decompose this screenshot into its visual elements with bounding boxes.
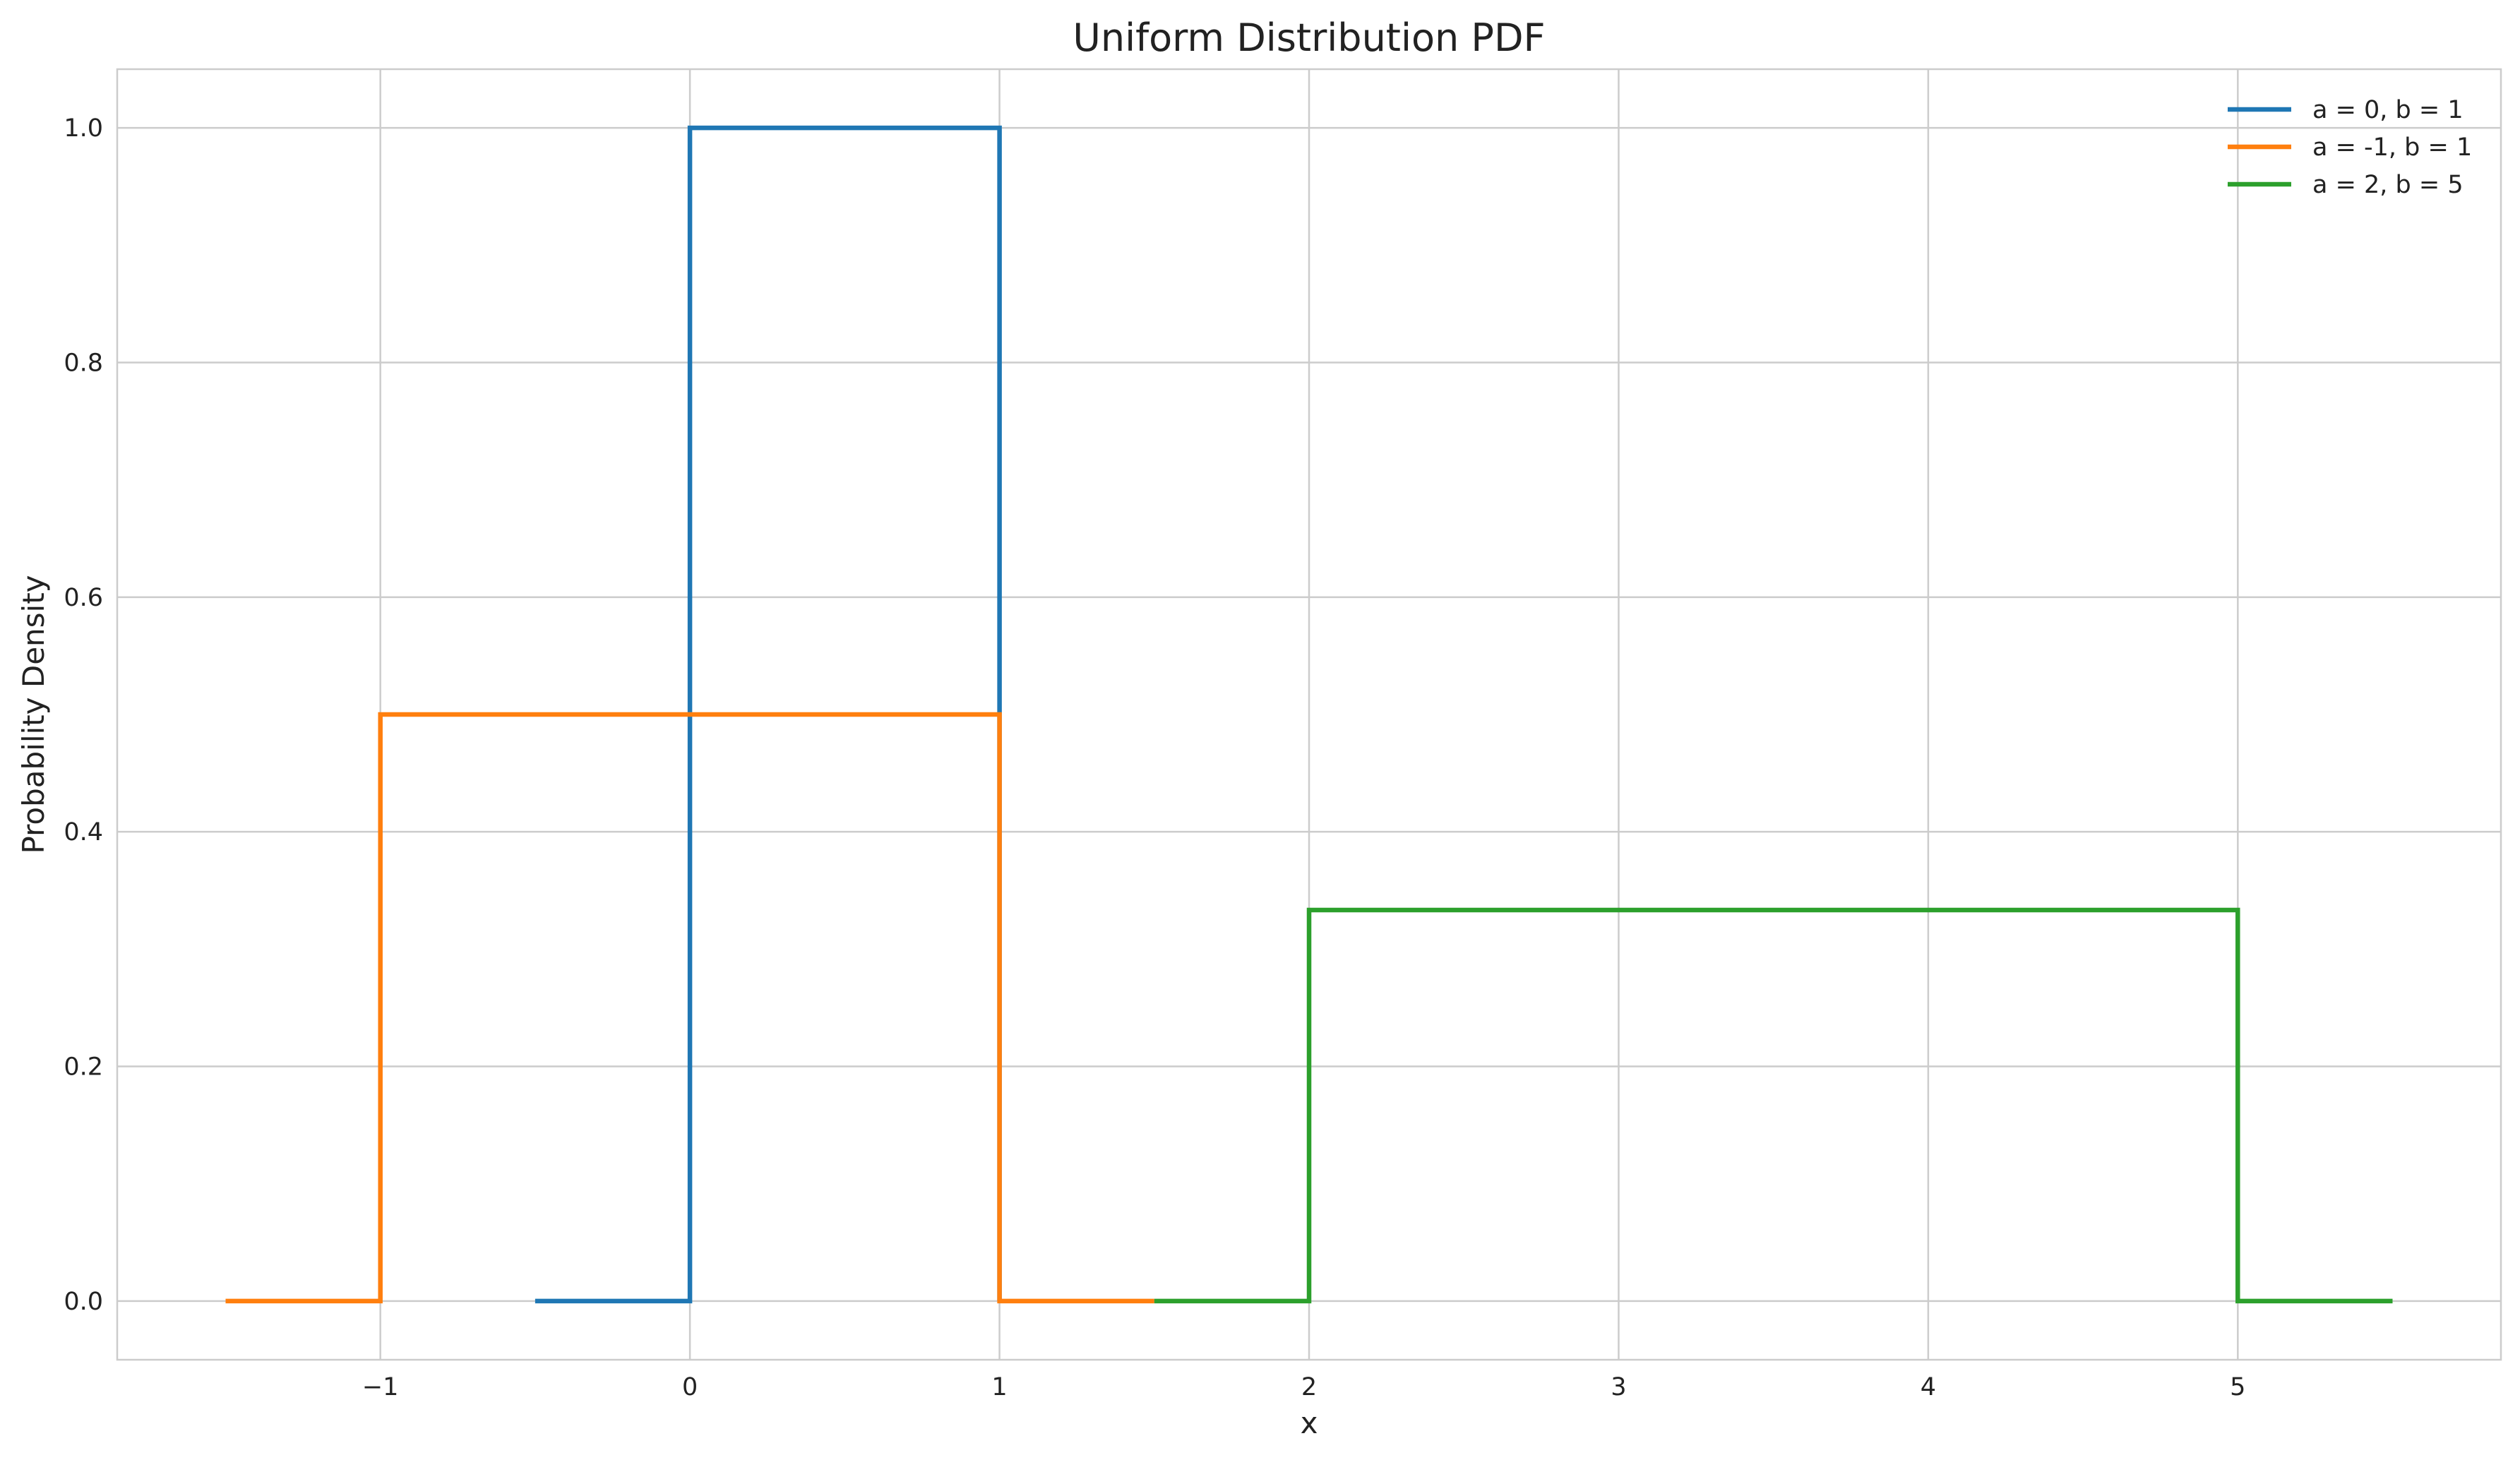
x-tick-label: 1 xyxy=(991,1373,1007,1401)
series-line-3 xyxy=(1154,907,2393,1304)
y-axis-label: Probability Density xyxy=(16,575,51,854)
plot-frame xyxy=(116,68,2502,1361)
y-tick-label: 0.0 xyxy=(64,1288,103,1316)
y-tick-label: 0.6 xyxy=(64,584,103,612)
x-tick-label: 5 xyxy=(2230,1373,2245,1401)
x-tick-labels: −1 0 1 2 3 4 5 xyxy=(362,1373,2246,1401)
y-tick-label: 0.4 xyxy=(64,818,103,846)
x-tick-label: 3 xyxy=(1611,1373,1626,1401)
y-tick-labels: 0.0 0.2 0.4 0.6 0.8 1.0 xyxy=(64,114,103,1316)
y-tick-label: 0.8 xyxy=(64,349,103,377)
x-tick-label: 0 xyxy=(682,1373,698,1401)
series-line-1 xyxy=(535,125,1002,1304)
x-tick-label: 4 xyxy=(1921,1373,1936,1401)
legend: a = 0, b = 1 a = -1, b = 1 a = 2, b = 5 xyxy=(2228,96,2472,199)
chart-title: Uniform Distribution PDF xyxy=(1073,16,1545,60)
x-tick-label: 2 xyxy=(1301,1373,1317,1401)
legend-label-1: a = 0, b = 1 xyxy=(2312,96,2464,124)
legend-label-2: a = -1, b = 1 xyxy=(2312,133,2472,162)
legend-label-3: a = 2, b = 5 xyxy=(2312,171,2464,199)
y-tick-label: 0.2 xyxy=(64,1053,103,1082)
series-layer xyxy=(225,125,2393,1304)
series-line-2 xyxy=(225,712,1154,1304)
x-tick-label: −1 xyxy=(362,1373,399,1401)
x-axis-label: x xyxy=(1301,1406,1318,1440)
y-tick-label: 1.0 xyxy=(64,114,103,143)
